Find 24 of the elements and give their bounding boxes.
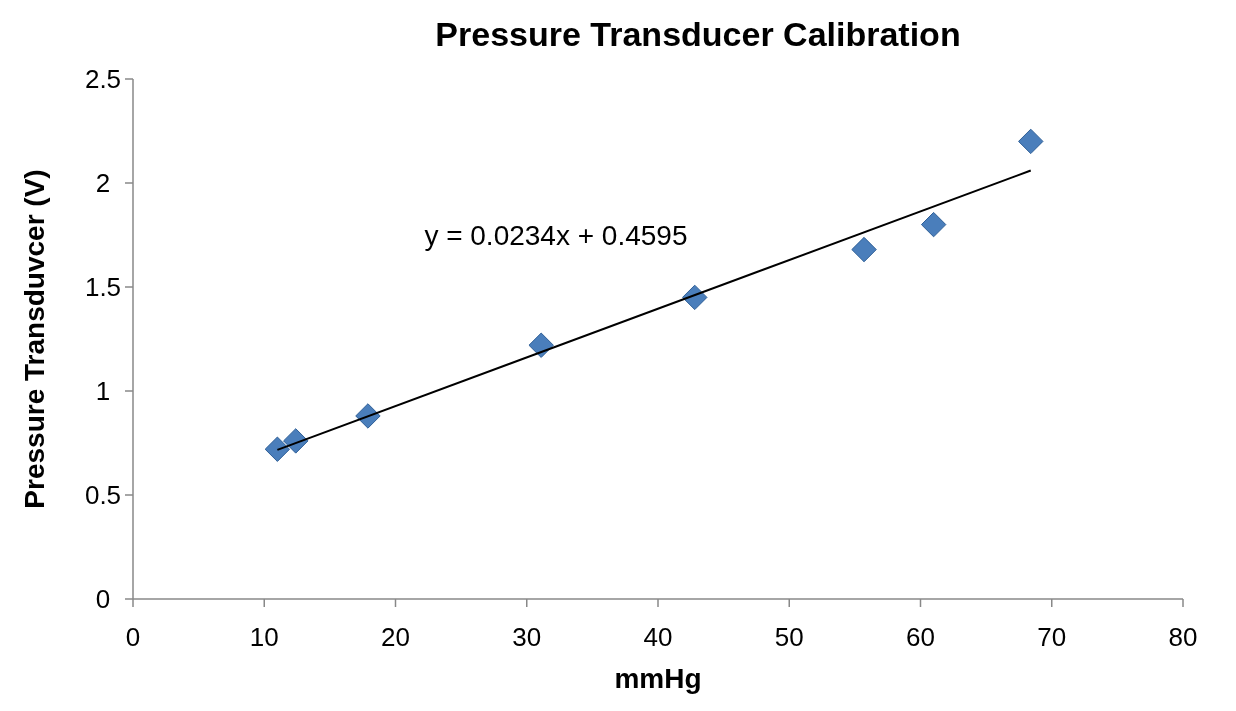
point bbox=[1018, 128, 1044, 155]
y-tick-label: 0.5 bbox=[84, 480, 122, 511]
x-axis-title: mmHg bbox=[614, 663, 702, 694]
y-tick-label: 2.5 bbox=[84, 64, 122, 95]
y-tick-label: 2 bbox=[95, 168, 111, 199]
x-tick-label: 0 bbox=[125, 622, 141, 652]
annotation: y = 0.0234x + 0.4595 bbox=[424, 220, 688, 252]
x-tick-label: 60 bbox=[906, 622, 935, 652]
y-tick-label: 1.5 bbox=[84, 272, 122, 303]
x-tick-label: 80 bbox=[1168, 622, 1198, 652]
x-tick-label: 50 bbox=[774, 622, 804, 652]
x-tick-label: 70 bbox=[1037, 622, 1067, 652]
y-tick-label: 0 bbox=[95, 584, 111, 615]
point bbox=[920, 211, 947, 238]
x-tick-label: 30 bbox=[512, 622, 542, 652]
y-tick-label: 1 bbox=[95, 376, 111, 407]
point bbox=[851, 236, 877, 263]
x-tick-label: 20 bbox=[381, 622, 410, 652]
x-tick-label: 40 bbox=[643, 622, 673, 652]
x-tick-label: 10 bbox=[249, 622, 279, 652]
point bbox=[528, 332, 554, 358]
chart-title: Pressure Transducer Calibration bbox=[435, 15, 961, 53]
y-axis-title: Pressure Transduvcer (V) bbox=[19, 169, 50, 509]
point bbox=[264, 436, 291, 462]
